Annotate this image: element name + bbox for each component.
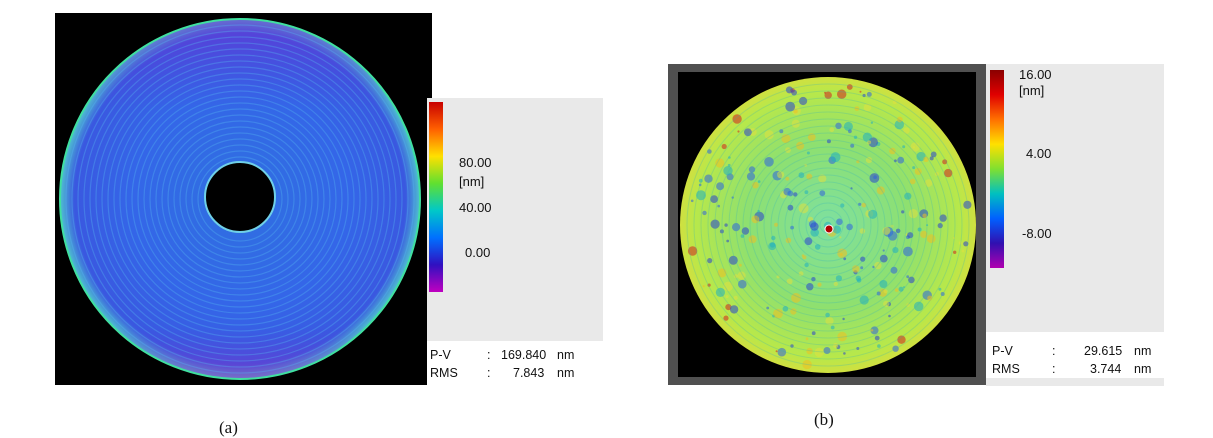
- figure-a-rms-unit: nm: [557, 366, 575, 380]
- figure-b-pv-unit: nm: [1134, 344, 1152, 358]
- central-hole: [204, 161, 276, 233]
- figure-a-colorbar-tick-40: 40.00: [459, 200, 492, 215]
- figure-b-interferogram: [680, 77, 976, 373]
- figure-b-colorbar-tick-16: 16.00: [1019, 67, 1052, 82]
- figure-b-colorbar-tick-neg8: -8.00: [1022, 226, 1052, 241]
- figure-a-interferogram: [59, 18, 421, 380]
- figure-a-rms-value: 7.843: [513, 366, 545, 380]
- figure-b-colorbar-unit: [nm]: [1019, 83, 1045, 98]
- figure-b-colorbar-tick-4: 4.00: [1026, 146, 1052, 161]
- figure-a-map-panel: [55, 13, 432, 385]
- figure-b-map-frame: [668, 64, 986, 385]
- figure-a-colorbar-tick-0: 0.00: [465, 245, 491, 260]
- figure-b-caption: (b): [814, 410, 834, 429]
- figure-b-colorbar: [990, 70, 1004, 268]
- figure-b-pv-value: 29.615: [1084, 344, 1123, 358]
- figure-b-rms-unit: nm: [1134, 362, 1152, 376]
- figure-a-pv-unit: nm: [557, 348, 575, 362]
- figure-a-rms-label: RMS: [430, 366, 458, 380]
- figure-a-pv-sep: :: [487, 348, 491, 362]
- figure-a-colorbar-unit: [nm]: [459, 174, 485, 189]
- figure-b-rms-label: RMS: [992, 362, 1020, 376]
- figure-a-colorbar-panel: 80.00 [nm] 40.00 0.00 P-V : 169.840 nm R…: [427, 98, 603, 386]
- figure-b-rms-value: 3.744: [1090, 362, 1122, 376]
- figure-a-rms-sep: :: [487, 366, 491, 380]
- figure-a-pv-label: P-V: [430, 348, 451, 362]
- figure-a-pv-value: 169.840: [501, 348, 547, 362]
- center-marker: [824, 224, 834, 234]
- figure-b-pv-label: P-V: [992, 344, 1013, 358]
- figure-a-caption: (a): [219, 418, 238, 437]
- figure-b-pv-sep: :: [1052, 344, 1056, 358]
- figure-b-rms-sep: :: [1052, 362, 1056, 376]
- figure-a-colorbar: [429, 102, 443, 292]
- figure-b-colorbar-panel: 16.00 [nm] 4.00 -8.00 P-V : 29.615 nm RM…: [986, 64, 1164, 386]
- figure-a-colorbar-tick-80: 80.00: [459, 155, 492, 170]
